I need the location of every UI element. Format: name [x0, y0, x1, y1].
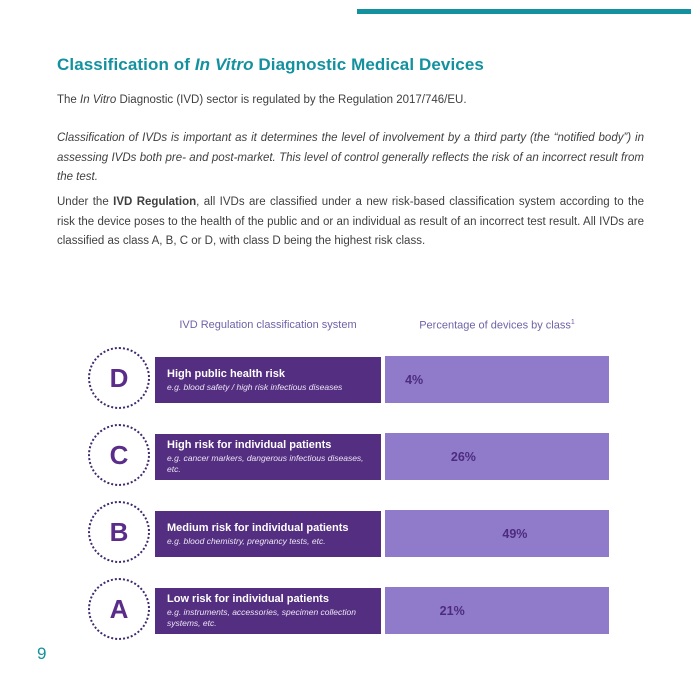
- diagram-header-percentage: Percentage of devices by class1: [385, 319, 609, 332]
- page-title: Classification of In Vitro Diagnostic Me…: [57, 55, 657, 75]
- percentage-bar-b: 49%: [385, 510, 609, 557]
- risk-title-d: High public health risk: [167, 367, 285, 380]
- paragraph-ivd-suffix: , all IVDs are classified under a new ri…: [57, 196, 645, 247]
- risk-examples-c: e.g. cancer markers, dangerous infectiou…: [167, 453, 364, 474]
- risk-examples-b: e.g. blood chemistry, pregnancy tests, e…: [167, 535, 326, 546]
- risk-bar-b: Medium risk for individual patients e.g.…: [155, 511, 381, 557]
- class-badge-d: D: [88, 347, 150, 409]
- class-letter-b: B: [109, 517, 129, 547]
- percentage-label-d: 4%: [405, 372, 424, 387]
- class-row-c: C High risk for individual patients e.g.…: [0, 424, 700, 490]
- page-title-italic: In Vitro: [194, 55, 254, 74]
- risk-title-b: Medium risk for individual patients: [167, 521, 349, 534]
- percentage-label-c: 26%: [450, 449, 476, 464]
- percentage-bar-d: 4%: [385, 356, 609, 403]
- risk-examples-d: e.g. blood safety / high risk infectious…: [167, 381, 343, 392]
- class-letter-c: C: [109, 440, 129, 470]
- paragraph-ivd-prefix: Under the: [57, 196, 114, 208]
- risk-title-c: High risk for individual patients: [167, 439, 332, 451]
- diagram-header-percentage-text: Percentage of devices by class: [419, 319, 571, 332]
- risk-bar-d: High public health risk e.g. blood safet…: [155, 357, 381, 403]
- class-row-b: B Medium risk for individual patients e.…: [0, 501, 700, 567]
- paragraph-ivd-regulation: Under the IVD Regulation, all IVDs are c…: [57, 193, 644, 252]
- class-letter-a: A: [109, 594, 129, 624]
- class-badge-c: C: [88, 424, 150, 486]
- page-number: 9: [37, 644, 47, 663]
- page-title-prefix: Classification of: [57, 55, 195, 74]
- class-badge-a: A: [88, 578, 150, 640]
- percentage-bar-a: 21%: [385, 587, 609, 634]
- class-row-d: D High public health risk e.g. blood saf…: [0, 347, 700, 413]
- risk-examples-a: e.g. instruments, accessories, specimen …: [167, 607, 356, 628]
- footnote-marker: 1: [570, 319, 575, 326]
- diagram-header-classification: IVD Regulation classification system: [179, 319, 357, 331]
- page-title-suffix: Diagnostic Medical Devices: [253, 55, 484, 74]
- paragraph-classification-importance: Classification of IVDs is important as i…: [57, 132, 644, 183]
- paragraph-intro-suffix: Diagnostic (IVD) sector is regulated by …: [116, 94, 467, 106]
- paragraph-intro-italic: In Vitro: [80, 94, 117, 106]
- risk-title-a: Low risk for individual patients: [167, 593, 329, 605]
- percentage-label-a: 21%: [439, 603, 465, 618]
- risk-bar-c: High risk for individual patients e.g. c…: [155, 434, 381, 480]
- percentage-bar-c: 26%: [385, 433, 609, 480]
- paragraph-intro-prefix: The: [57, 94, 81, 106]
- class-badge-b: B: [88, 501, 150, 563]
- class-letter-d: D: [109, 363, 129, 393]
- paragraph-intro: The In Vitro Diagnostic (IVD) sector is …: [57, 91, 644, 111]
- risk-bar-a: Low risk for individual patients e.g. in…: [155, 588, 381, 634]
- percentage-label-b: 49%: [502, 526, 528, 541]
- top-accent-stripe: [357, 9, 691, 14]
- class-row-a: A Low risk for individual patients e.g. …: [0, 578, 700, 644]
- paragraph-ivd-bold: IVD Regulation: [113, 196, 197, 208]
